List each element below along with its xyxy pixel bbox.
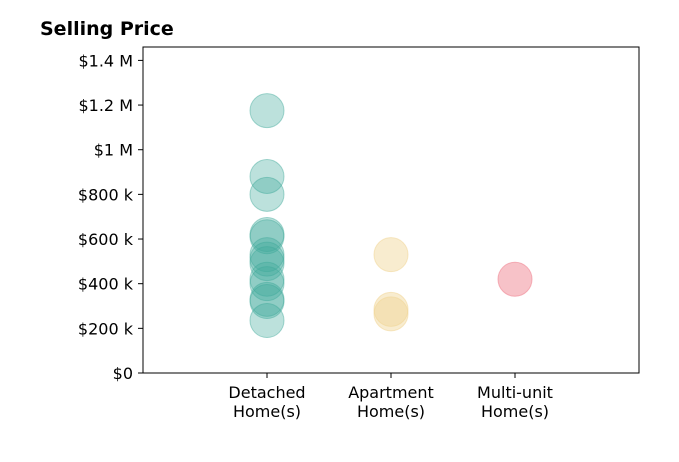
data-point [249, 241, 285, 277]
y-tick-label: $1.2 M [78, 96, 133, 115]
y-tick-label: $0 [113, 364, 133, 383]
data-point [249, 159, 285, 195]
y-tick-label: $400 k [78, 275, 134, 294]
data-points [249, 93, 533, 339]
data-point [249, 266, 285, 302]
data-point [249, 261, 285, 297]
y-axis: $0 $200 k $400 k $600 k $800 k $1 M $1.2 M $1.4… [78, 51, 143, 383]
data-point [249, 217, 285, 253]
x-axis: DetachedHome(s)ApartmentHome(s)Multi-uni… [228, 373, 553, 421]
x-category-label: Detached [228, 383, 305, 402]
x-category-label: Multi-unit [477, 383, 553, 402]
data-point [497, 261, 533, 297]
x-category-label: Home(s) [233, 402, 301, 421]
x-category-label: Home(s) [357, 402, 425, 421]
y-tick-label: $1.4 M [78, 51, 133, 70]
y-tick-label: $1 M [94, 141, 133, 160]
data-point [373, 296, 409, 332]
data-point [373, 237, 409, 273]
x-category-label: Apartment [348, 383, 434, 402]
plot-frame [142, 46, 640, 374]
y-tick-label: $200 k [78, 319, 134, 338]
x-category-label: Home(s) [481, 402, 549, 421]
data-point [249, 303, 285, 339]
y-tick-label: $800 k [78, 185, 134, 204]
data-point [249, 176, 285, 212]
data-point [373, 291, 409, 327]
data-point [249, 284, 285, 320]
chart-title: Selling Price [40, 18, 174, 40]
data-point [249, 237, 285, 273]
data-point [249, 246, 285, 282]
y-tick-label: $600 k [78, 230, 134, 249]
data-point [249, 281, 285, 317]
data-point [249, 93, 285, 129]
data-point [249, 219, 285, 255]
